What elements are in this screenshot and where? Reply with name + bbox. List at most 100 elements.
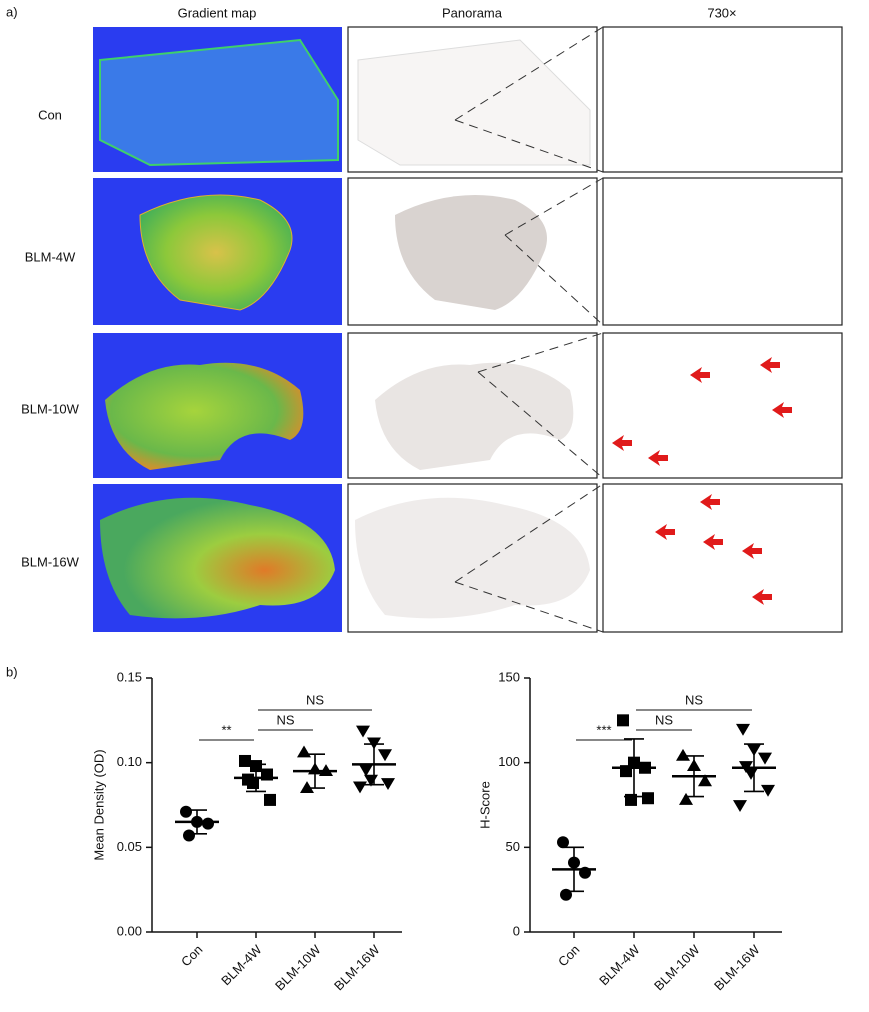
tissue — [139, 194, 293, 311]
arrow — [612, 435, 632, 451]
row-label: Con — [38, 107, 62, 122]
significance-label: NS — [276, 712, 294, 727]
point — [359, 764, 373, 777]
y-tick-label: 0.10 — [117, 754, 142, 769]
sd-bar — [684, 755, 704, 798]
y-tick-label: 150 — [498, 669, 520, 684]
sd-bar — [744, 743, 764, 793]
zoom-image — [602, 177, 843, 326]
image-row — [93, 26, 843, 173]
tissue — [100, 497, 335, 619]
x-tick-label: BLM-10W — [272, 941, 324, 993]
point — [758, 752, 772, 765]
significance-label: *** — [596, 722, 611, 737]
panel-label: a) — [6, 4, 18, 19]
point — [353, 781, 367, 794]
point — [761, 784, 775, 797]
tissue — [357, 39, 591, 166]
x-tick-label: Con — [555, 942, 582, 969]
sd-bar — [305, 753, 325, 789]
column-title: Gradient map — [178, 5, 257, 20]
red-arrows — [612, 357, 792, 605]
point — [744, 767, 758, 780]
point — [264, 793, 276, 806]
column-title: 730× — [707, 5, 736, 20]
arrow — [742, 543, 762, 559]
tissue — [105, 362, 304, 470]
sd-bar — [246, 763, 266, 793]
x-tick-label: BLM-4W — [218, 941, 265, 988]
tissue — [395, 195, 547, 310]
significance-label: NS — [655, 712, 673, 727]
sd-bar — [624, 738, 644, 798]
x-tick-label: BLM-16W — [711, 941, 763, 993]
significance-label: NS — [685, 692, 703, 707]
arrow — [690, 367, 710, 383]
point — [642, 792, 654, 805]
x-tick-label: BLM-4W — [596, 941, 643, 988]
significance-label: NS — [306, 692, 324, 707]
image-row — [93, 177, 843, 326]
y-tick-label: 0.00 — [117, 923, 142, 938]
arrow — [760, 357, 780, 373]
point — [617, 714, 629, 727]
sd-bar — [187, 809, 207, 835]
zoom-line — [454, 483, 604, 633]
point — [183, 829, 195, 842]
x-tick-label: BLM-10W — [651, 941, 703, 993]
point — [625, 793, 637, 806]
y-tick-label: 0.05 — [117, 839, 142, 854]
point — [297, 745, 311, 758]
point — [698, 774, 712, 787]
panorama-image — [347, 26, 598, 173]
point — [557, 836, 569, 849]
zoom-image — [602, 483, 843, 633]
row-label: BLM-10W — [21, 401, 80, 416]
point — [239, 754, 251, 767]
sd-bar — [364, 743, 384, 786]
point — [300, 781, 314, 793]
x-tick-label: BLM-16W — [331, 941, 383, 993]
y-tick-label: 0.15 — [117, 669, 142, 684]
point — [679, 792, 693, 805]
point — [356, 725, 370, 738]
panorama-image — [347, 332, 598, 479]
row-label: BLM-16W — [21, 554, 80, 569]
column-title: Panorama — [442, 5, 503, 20]
x-tick-label: Con — [178, 942, 205, 969]
panorama-image — [347, 177, 598, 326]
point — [676, 748, 690, 761]
arrow — [648, 450, 668, 466]
tissue — [355, 497, 590, 619]
image-row — [93, 483, 843, 633]
arrow — [772, 402, 792, 418]
significance-label: ** — [221, 722, 231, 737]
point — [180, 805, 192, 818]
y-tick-label: 0 — [513, 923, 520, 938]
arrow — [703, 534, 723, 550]
point — [736, 723, 750, 736]
tissue — [99, 38, 339, 167]
arrow — [752, 589, 772, 605]
zoom-image — [602, 332, 843, 479]
panorama-image — [347, 483, 598, 633]
arrow — [655, 524, 675, 540]
arrow — [700, 494, 720, 510]
zoom-line — [477, 332, 604, 479]
tissue — [375, 362, 574, 470]
row-label: BLM-4W — [25, 249, 76, 264]
zoom-image — [602, 26, 843, 173]
y-tick-label: 50 — [506, 839, 520, 854]
y-axis-label: H-Score — [477, 781, 492, 829]
panel-label: b) — [6, 664, 18, 679]
y-axis-label: Mean Density (OD) — [91, 749, 106, 860]
point — [560, 888, 572, 901]
point — [378, 749, 392, 762]
point — [733, 800, 747, 812]
zoom-line — [454, 26, 604, 173]
sd-bar — [564, 846, 584, 893]
point — [381, 778, 395, 790]
image-row — [93, 332, 843, 479]
point — [202, 817, 214, 830]
